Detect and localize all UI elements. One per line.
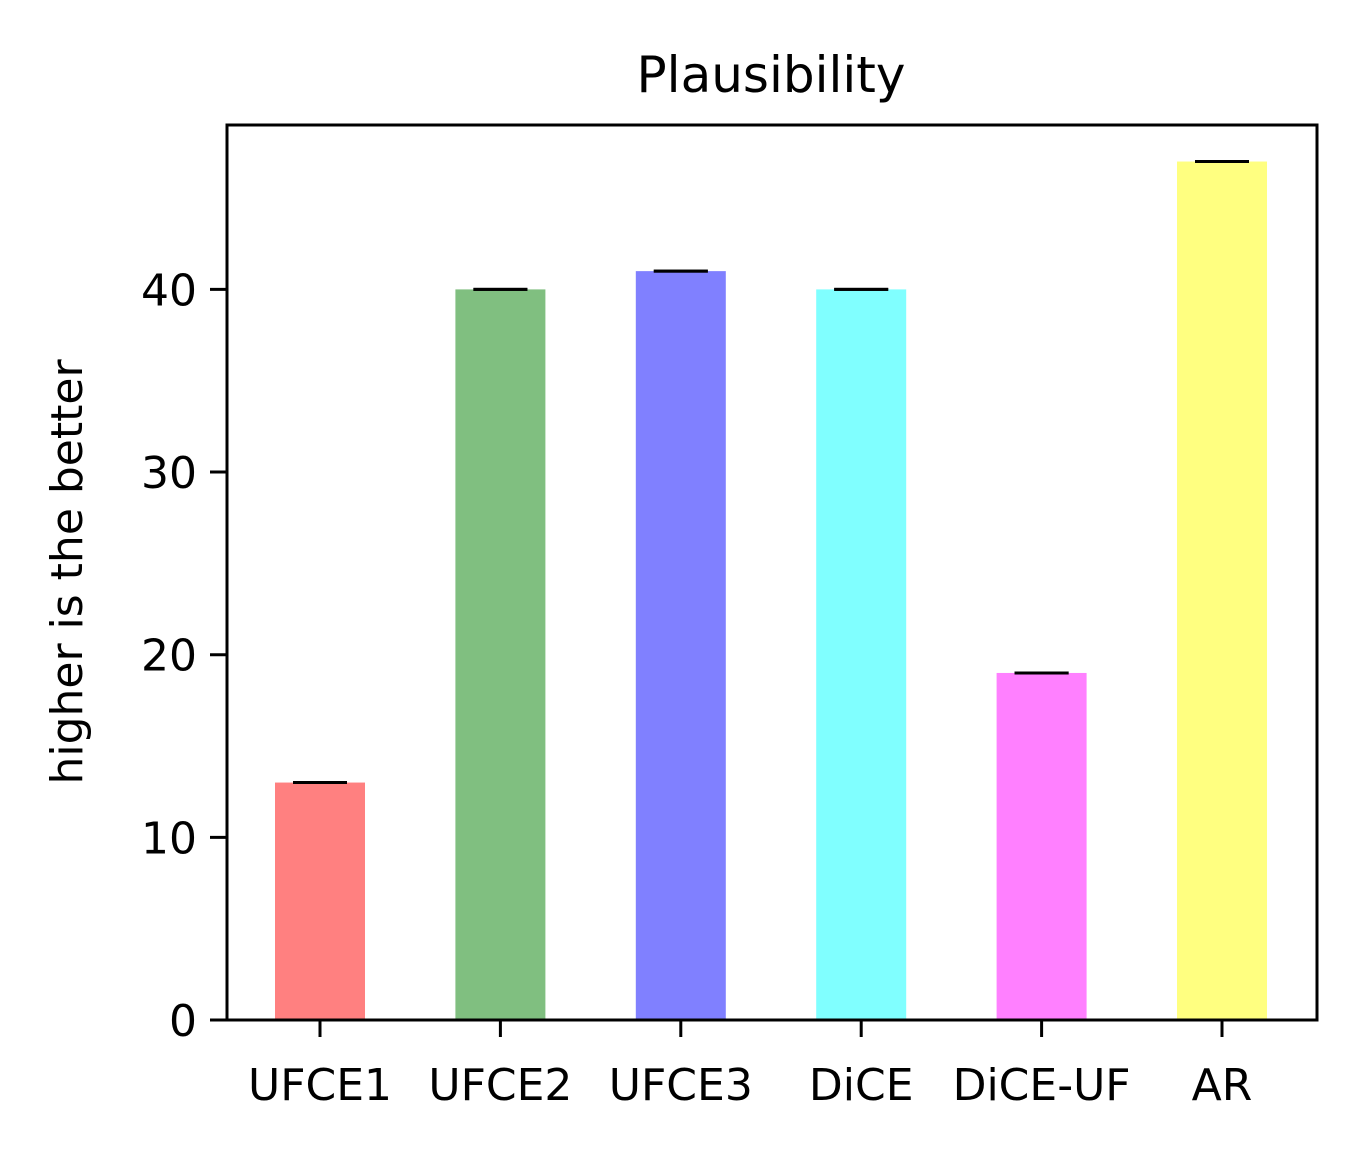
bar-ufce3 (635, 271, 726, 1020)
plot-frame (225, 123, 1319, 1022)
y-axis-label: higher is the better (42, 359, 93, 785)
y-tick-label: 30 (141, 448, 197, 499)
bar-ufce1 (275, 782, 365, 1020)
x-tick-label: UFCE2 (428, 1060, 572, 1111)
y-tick-label: 0 (169, 996, 197, 1047)
x-tick-label: AR (1192, 1060, 1253, 1111)
y-tick-label: 20 (141, 631, 197, 682)
bars-group (275, 161, 1267, 1020)
bar-ufce2 (455, 289, 546, 1020)
x-tick-label: UFCE3 (609, 1060, 753, 1111)
bar-dice-uf (996, 672, 1087, 1020)
bar-ar (1177, 161, 1267, 1020)
x-tick-label: DiCE (809, 1060, 914, 1111)
y-axis: 0 10 20 30 40 (141, 265, 227, 1047)
y-tick-label: 40 (141, 265, 197, 316)
x-tick-label: DiCE-UF (953, 1060, 1131, 1111)
bar-dice (816, 289, 907, 1020)
y-tick-label: 10 (141, 813, 197, 864)
x-axis: UFCE1 UFCE2 UFCE3 DiCE DiCE-UF AR (248, 1020, 1252, 1111)
x-tick-label: UFCE1 (248, 1060, 392, 1111)
error-bars-group (293, 160, 1249, 785)
chart-title: Plausibility (637, 46, 906, 104)
